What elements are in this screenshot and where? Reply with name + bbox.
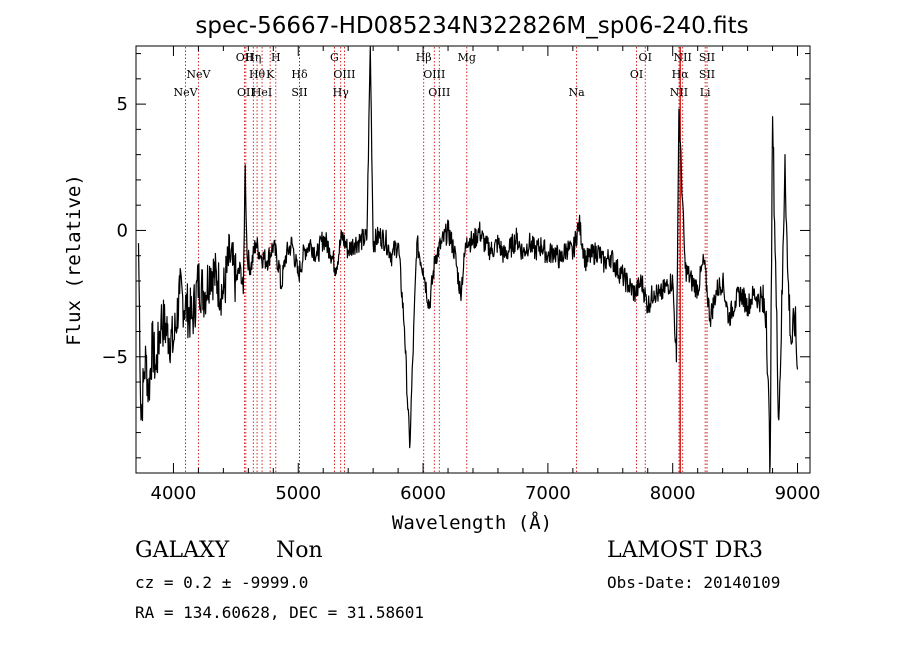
line-label: OII [237, 86, 255, 99]
object-subclass: Non [276, 538, 323, 563]
line-label: HeI [252, 86, 272, 99]
line-label: OIII [428, 86, 450, 99]
line-label: Hβ [416, 51, 432, 64]
x-tick-label: 9000 [775, 483, 821, 504]
x-tick-label: 4000 [151, 483, 197, 504]
line-label: Hη [245, 51, 261, 64]
x-tick-label: 7000 [525, 483, 571, 504]
line-label: NeV [174, 86, 199, 99]
spectrum-line [137, 46, 799, 473]
line-label: OIII [333, 68, 355, 81]
y-tick-label: −5 [101, 347, 128, 368]
observation-date: Obs-Date: 20140109 [607, 573, 781, 592]
y-axis-label: Flux (relative) [63, 174, 85, 346]
y-tick-label: 5 [117, 94, 128, 115]
line-label: Hθ [249, 68, 266, 81]
line-label: Li [700, 86, 711, 99]
x-tick-label: 5000 [275, 483, 321, 504]
line-label: SII [699, 68, 715, 81]
line-label: NII [674, 51, 692, 64]
line-label: OI [630, 68, 643, 81]
line-label: Hγ [333, 86, 350, 99]
chart-title: spec-56667-HD085234N322826M_sp06-240.fit… [195, 13, 748, 39]
line-markers [185, 47, 708, 473]
x-tick-label: 8000 [650, 483, 696, 504]
axis-ticks: 4000 5000 6000 7000 8000 9000 −5 0 5 [101, 46, 820, 504]
line-label: OI [639, 51, 652, 64]
coordinates: RA = 134.60628, DEC = 31.58601 [135, 603, 424, 622]
plot-frame [135, 45, 811, 474]
object-class: GALAXY [135, 538, 230, 563]
line-label: NII [670, 86, 688, 99]
x-axis-label: Wavelength (Å) [392, 511, 552, 534]
redshift-value: cz = 0.2 ± -9999.0 [135, 573, 309, 592]
x-tick-label: 6000 [400, 483, 446, 504]
axes [135, 45, 811, 474]
line-label: Mg [458, 51, 476, 64]
y-tick-label: 0 [117, 220, 128, 241]
line-label: Hα [672, 68, 690, 81]
line-label: H [271, 51, 281, 64]
line-label: Hδ [291, 68, 308, 81]
line-label: SII [699, 51, 715, 64]
line-label: OIII [423, 68, 445, 81]
line-label: Na [569, 86, 586, 99]
line-label: OII [236, 51, 254, 64]
survey-name: LAMOST DR3 [607, 538, 763, 563]
line-labels: NeVNeVOIIOIIHηHθHeIKHHδSIIGOIIIHγHβOIIIO… [174, 51, 716, 99]
line-label: K [266, 68, 275, 81]
line-label: G [330, 51, 339, 64]
line-label: SII [291, 86, 307, 99]
line-label: NeV [186, 68, 211, 81]
